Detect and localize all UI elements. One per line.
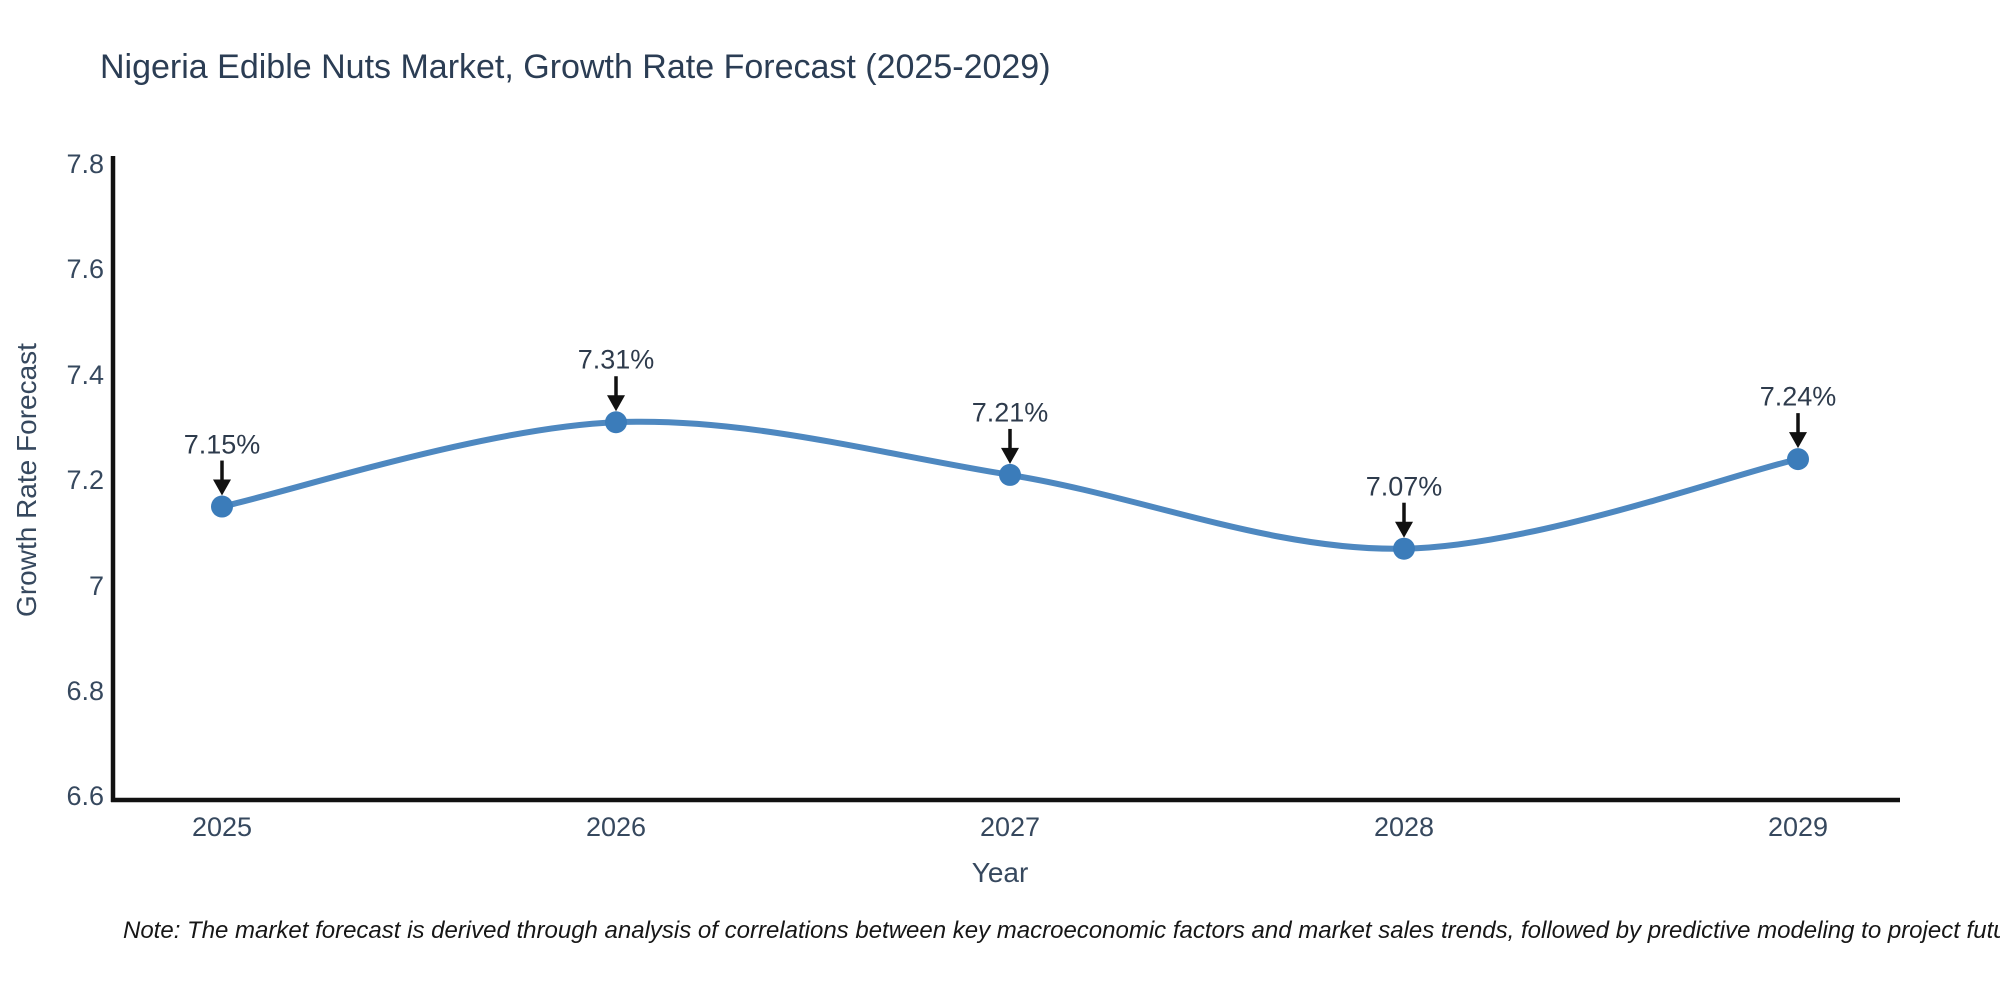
point-label: 7.21% — [971, 397, 1049, 428]
chart-title: Nigeria Edible Nuts Market, Growth Rate … — [100, 48, 1051, 86]
x-tick-label: 2027 — [979, 812, 1041, 842]
data-point-marker — [999, 463, 1021, 486]
annotation-arrowhead — [1395, 521, 1413, 538]
point-label: 7.31% — [577, 344, 655, 375]
footnote: Note: The market forecast is derived thr… — [123, 917, 2000, 944]
annotation-arrowhead — [1789, 432, 1807, 449]
annotation-arrowhead — [1001, 447, 1019, 464]
point-label: 7.24% — [1759, 381, 1837, 412]
y-tick-label: 7.2 — [66, 465, 104, 496]
x-tick-label: 2029 — [1767, 812, 1829, 842]
y-tick-label: 7.8 — [66, 149, 104, 179]
y-axis-title: Growth Rate Forecast — [11, 343, 42, 617]
data-point-marker — [605, 411, 627, 434]
y-tick-label: 6.8 — [66, 676, 104, 706]
data-point-marker — [1393, 537, 1415, 560]
x-tick-label: 2025 — [191, 812, 253, 842]
point-label: 7.07% — [1365, 471, 1443, 502]
annotation-arrowhead — [607, 395, 625, 412]
data-point-marker — [1787, 448, 1809, 471]
data-point-marker — [211, 495, 233, 518]
x-axis-title: Year — [971, 857, 1029, 888]
y-tick-label: 7 — [88, 570, 104, 601]
annotation-arrowhead — [213, 479, 231, 496]
y-tick-label: 7.4 — [66, 359, 104, 390]
point-label: 7.15% — [183, 429, 261, 460]
y-tick-label: 6.6 — [66, 781, 104, 812]
y-tick-label: 7.6 — [66, 254, 104, 285]
x-tick-label: 2028 — [1373, 812, 1435, 842]
x-tick-label: 2026 — [585, 812, 647, 842]
